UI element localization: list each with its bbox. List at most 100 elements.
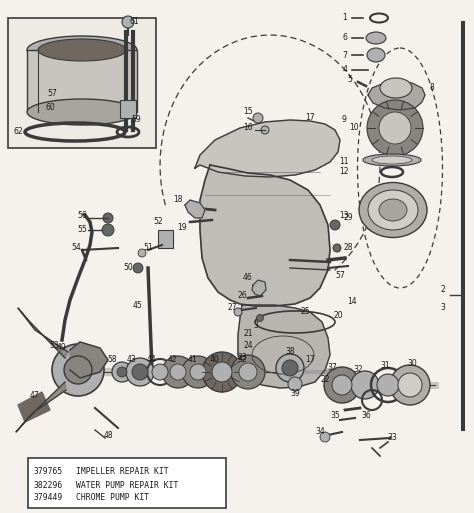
Text: 382296: 382296	[34, 481, 63, 489]
Text: 6: 6	[343, 33, 347, 43]
Text: 15: 15	[243, 108, 253, 116]
Text: 53: 53	[49, 341, 59, 349]
Polygon shape	[18, 392, 50, 422]
Text: 62: 62	[13, 128, 23, 136]
Circle shape	[122, 16, 134, 28]
Circle shape	[152, 364, 168, 380]
Polygon shape	[185, 200, 205, 218]
Ellipse shape	[27, 99, 137, 125]
Text: 50: 50	[123, 264, 133, 272]
Bar	[27, 50, 137, 112]
Text: 12: 12	[339, 168, 349, 176]
Circle shape	[253, 113, 263, 123]
Text: 42: 42	[167, 356, 177, 365]
Polygon shape	[368, 82, 425, 110]
Circle shape	[320, 432, 330, 442]
Text: 57: 57	[47, 89, 57, 97]
Text: 41: 41	[187, 356, 197, 365]
Text: 1: 1	[343, 13, 347, 23]
Text: 58: 58	[107, 356, 117, 365]
Text: WATER PUMP REPAIR KIT: WATER PUMP REPAIR KIT	[76, 481, 178, 489]
Text: 24: 24	[243, 342, 253, 350]
Text: 48: 48	[103, 430, 113, 440]
Ellipse shape	[359, 183, 427, 238]
Polygon shape	[18, 308, 68, 358]
Text: 57: 57	[335, 270, 345, 280]
Circle shape	[132, 364, 148, 380]
Text: 5: 5	[347, 75, 353, 85]
Polygon shape	[16, 382, 66, 432]
Text: 4: 4	[343, 66, 347, 74]
Circle shape	[190, 364, 206, 380]
Bar	[158, 230, 173, 248]
Text: 22: 22	[320, 376, 330, 385]
Circle shape	[398, 373, 422, 397]
Text: 19: 19	[177, 224, 187, 232]
Text: 21: 21	[243, 329, 253, 339]
Text: 34: 34	[315, 427, 325, 437]
Bar	[120, 100, 136, 118]
Ellipse shape	[379, 199, 407, 221]
Text: 10: 10	[349, 124, 359, 132]
Text: 29: 29	[343, 213, 353, 223]
Circle shape	[367, 100, 423, 156]
Polygon shape	[70, 342, 108, 378]
Text: 54: 54	[71, 244, 81, 252]
Text: 55: 55	[77, 226, 87, 234]
Circle shape	[112, 362, 132, 382]
Text: 52: 52	[153, 218, 163, 227]
Text: 27: 27	[227, 304, 237, 312]
Circle shape	[202, 352, 242, 392]
Text: 47: 47	[30, 390, 40, 400]
Text: 11: 11	[339, 157, 349, 167]
Circle shape	[351, 371, 379, 399]
Polygon shape	[252, 280, 266, 296]
Text: 38: 38	[285, 347, 295, 357]
Text: 14: 14	[347, 298, 357, 306]
Text: 61: 61	[129, 17, 139, 27]
Bar	[28, 458, 226, 508]
Polygon shape	[200, 165, 330, 306]
Text: 25: 25	[300, 307, 310, 317]
Text: 44: 44	[147, 356, 157, 365]
Circle shape	[377, 374, 399, 396]
Circle shape	[103, 213, 113, 223]
Text: 36: 36	[361, 410, 371, 420]
Text: 56: 56	[77, 210, 87, 220]
Text: 379449: 379449	[34, 494, 63, 503]
Ellipse shape	[38, 39, 126, 61]
Text: 8: 8	[429, 84, 434, 92]
Text: 23: 23	[237, 353, 247, 363]
Circle shape	[234, 308, 242, 316]
Circle shape	[126, 358, 154, 386]
Text: 26: 26	[237, 291, 247, 301]
Text: 20: 20	[333, 310, 343, 320]
Circle shape	[102, 224, 114, 236]
Circle shape	[390, 365, 430, 405]
Text: 28: 28	[343, 244, 353, 252]
Text: 7: 7	[343, 50, 347, 60]
Ellipse shape	[380, 78, 412, 98]
Circle shape	[332, 375, 352, 395]
Circle shape	[261, 126, 269, 134]
Text: 379765: 379765	[34, 467, 63, 477]
Text: 45: 45	[133, 301, 143, 309]
Text: 32: 32	[353, 365, 363, 374]
Circle shape	[324, 367, 360, 403]
Circle shape	[239, 363, 257, 381]
Circle shape	[117, 367, 127, 377]
Polygon shape	[195, 120, 340, 177]
Circle shape	[333, 244, 341, 252]
Circle shape	[231, 355, 265, 389]
Ellipse shape	[366, 32, 386, 44]
Text: IMPELLER REPAIR KIT: IMPELLER REPAIR KIT	[76, 467, 169, 477]
Circle shape	[276, 354, 304, 382]
Text: 33: 33	[387, 433, 397, 443]
Ellipse shape	[27, 36, 137, 64]
Text: 37: 37	[327, 364, 337, 372]
Circle shape	[138, 249, 146, 257]
Text: 43: 43	[127, 356, 137, 365]
Circle shape	[133, 263, 143, 273]
Text: 17: 17	[305, 356, 315, 365]
Ellipse shape	[363, 154, 421, 166]
